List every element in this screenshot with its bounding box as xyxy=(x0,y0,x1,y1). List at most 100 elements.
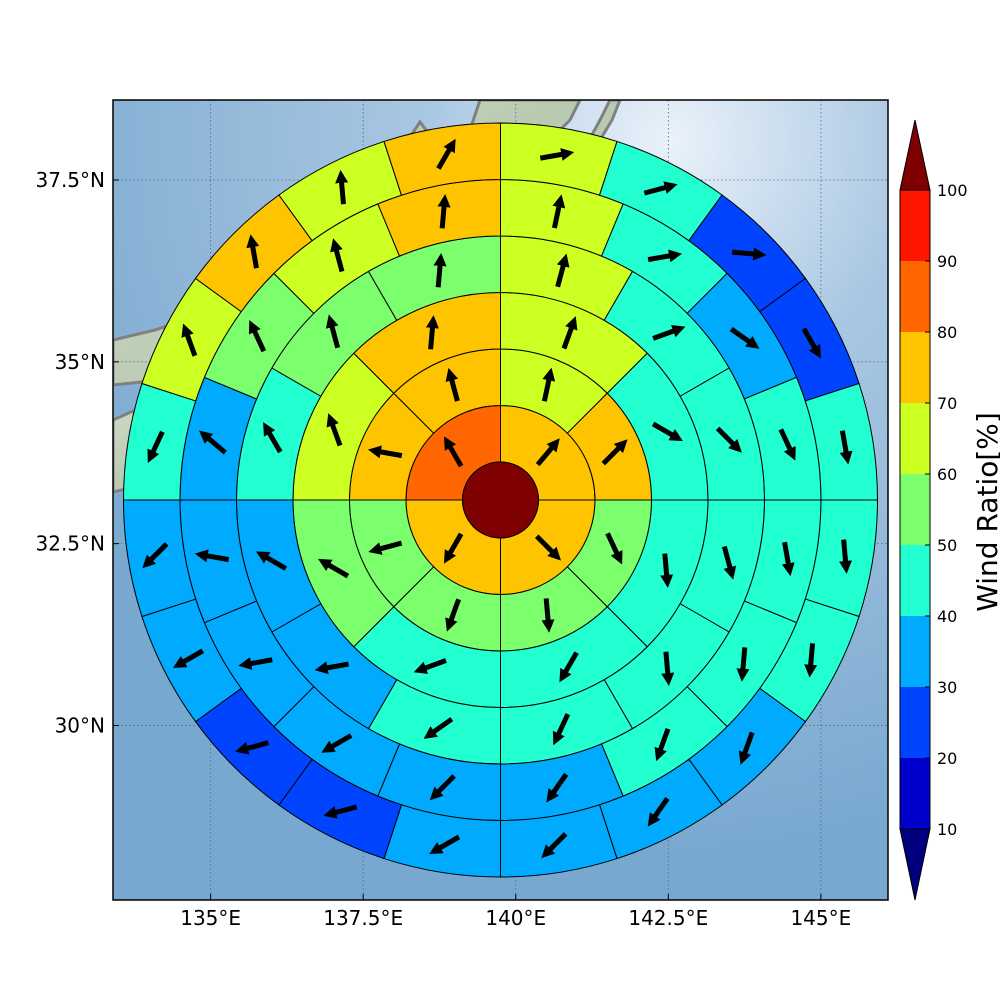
wind-arrow xyxy=(534,534,562,561)
wind-arrow xyxy=(335,169,349,205)
wind-arrow xyxy=(738,731,755,765)
wind-arrow xyxy=(721,545,737,580)
wind-arrow xyxy=(433,252,447,288)
wind-arrow xyxy=(660,553,674,588)
colorbar-segment xyxy=(900,545,930,616)
wind-arrow xyxy=(552,713,571,746)
wind-arrow xyxy=(263,422,283,454)
wind-arrow xyxy=(172,648,205,669)
wind-arrow xyxy=(561,316,578,350)
wind-arrow xyxy=(425,315,439,350)
wind-arrow xyxy=(551,194,566,229)
center-sector xyxy=(462,461,539,539)
colorbar-tick-label: 60 xyxy=(937,465,957,484)
y-tick-label: 32.5°N xyxy=(36,532,106,556)
wind-arrow xyxy=(367,445,403,459)
wind-arrow xyxy=(651,421,683,442)
wind-arrow xyxy=(423,717,454,739)
wind-arrow xyxy=(194,549,230,563)
x-tick-label: 135°E xyxy=(180,906,241,930)
wind-arrow xyxy=(199,430,227,455)
wind-arrow xyxy=(326,413,343,447)
wind-arrows xyxy=(142,138,853,859)
colorbar-segment xyxy=(900,474,930,545)
wind-arrow xyxy=(535,438,560,467)
colorbar-title: Wind Ratio[%] xyxy=(971,412,1000,612)
colorbar-segment xyxy=(900,190,930,261)
wind-arrow xyxy=(181,323,198,357)
colorbar-under-triangle xyxy=(899,828,931,901)
colorbar: 10 20 30 40 50 60 70 80 90 100 xyxy=(899,119,968,901)
wind-arrow xyxy=(729,326,760,349)
wind-arrow xyxy=(731,247,767,261)
wind-arrow xyxy=(238,657,273,670)
x-axis: 135°E 137.5°E 140°E 142.5°E 145°E xyxy=(180,894,851,930)
y-tick-label: 37.5°N xyxy=(36,168,106,192)
wind-arrow xyxy=(647,797,670,827)
wind-arrow xyxy=(652,325,686,341)
wind-arrow xyxy=(541,367,556,402)
wind-arrow xyxy=(318,558,350,579)
wind-arrow xyxy=(443,532,464,564)
wind-arrow xyxy=(559,651,579,683)
wind-arrow xyxy=(601,439,628,466)
wind-arrow xyxy=(781,541,795,577)
colorbar-tick-label: 50 xyxy=(937,536,957,555)
wind-arrow xyxy=(429,774,456,801)
colorbar-tick-label: 70 xyxy=(937,394,957,413)
wind-arrow xyxy=(142,542,169,569)
wind-arrow xyxy=(654,728,671,762)
wind-arrow xyxy=(445,367,460,402)
wind-arrow xyxy=(445,598,462,632)
colorbar-over-triangle xyxy=(899,119,931,191)
x-tick-label: 137.5°E xyxy=(323,906,403,930)
colorbar-segment xyxy=(900,616,930,687)
colorbar-segment xyxy=(900,332,930,403)
colorbar-tick-label: 40 xyxy=(937,607,957,626)
wind-arrow xyxy=(443,436,464,468)
wind-arrow xyxy=(323,804,358,819)
wind-arrow xyxy=(437,194,451,229)
colorbar-tick-label: 100 xyxy=(937,181,968,200)
wind-arrow xyxy=(539,148,575,161)
wind-arrow xyxy=(321,733,353,753)
colorbar-tick-label: 10 xyxy=(937,820,957,839)
wind-arrow xyxy=(255,551,288,571)
wind-arrow xyxy=(715,426,742,453)
colorbar-tick-label: 30 xyxy=(937,678,957,697)
wind-arrow xyxy=(147,430,165,464)
wind-arrow xyxy=(314,661,350,675)
colorbar-tick-label: 80 xyxy=(937,323,957,342)
x-tick-label: 145°E xyxy=(790,906,851,930)
wind-arrow xyxy=(643,181,678,196)
x-tick-label: 140°E xyxy=(485,906,546,930)
wind-arrow xyxy=(546,772,569,803)
wind-arrow xyxy=(647,249,682,263)
wind-arrow xyxy=(555,253,570,288)
wind-arrow xyxy=(248,320,267,353)
plot-frame xyxy=(112,99,889,901)
wind-arrow xyxy=(541,598,555,633)
wind-arrow xyxy=(330,238,345,273)
y-axis: 30°N 32.5°N 35°N 37.5°N xyxy=(36,168,119,737)
wind-arrow xyxy=(413,658,447,674)
wind-arrow xyxy=(661,651,675,687)
y-tick-label: 35°N xyxy=(55,350,105,374)
colorbar-segment xyxy=(900,687,930,758)
wind-arrow xyxy=(246,234,260,269)
wind-arrow xyxy=(736,647,750,682)
colorbar-tick-label: 90 xyxy=(937,252,957,271)
wind-arrow xyxy=(804,643,818,678)
colorbar-segment xyxy=(900,758,930,829)
wind-arrow xyxy=(436,138,456,170)
wind-arrow xyxy=(778,428,796,461)
y-tick-label: 30°N xyxy=(55,713,105,737)
wind-arrow xyxy=(325,314,341,349)
wind-arrow xyxy=(801,327,821,359)
colorbar-tick-label: 20 xyxy=(937,749,957,768)
wind-arrow xyxy=(605,532,623,565)
wind-arrow xyxy=(429,834,461,855)
wind-arrow xyxy=(368,540,403,555)
x-tick-label: 142.5°E xyxy=(628,906,708,930)
